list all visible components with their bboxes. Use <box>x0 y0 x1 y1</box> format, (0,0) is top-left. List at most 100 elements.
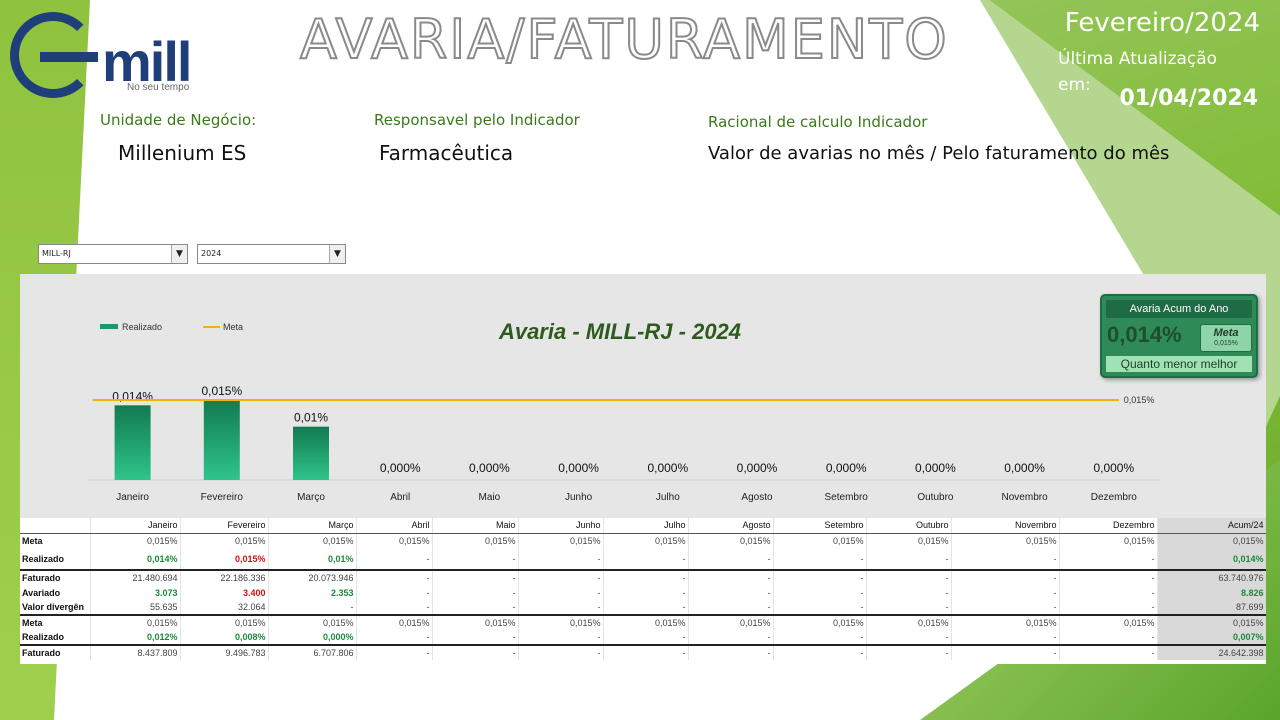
table-cell: 21.480.694 <box>90 569 181 585</box>
table-cell: - <box>603 569 689 585</box>
table-cell: - <box>951 600 1060 615</box>
table-header-cell: Dezembro <box>1059 518 1158 534</box>
table-cell: - <box>688 644 774 660</box>
table-row: Realizado 0,012% 0,008% 0,000% - - - - - - - - -0,00… <box>20 630 1266 645</box>
data-label-agosto: 0,000% <box>737 461 778 475</box>
table-cell: - <box>688 585 774 600</box>
data-table-container: Janeiro Fevereiro Março Abril Maio Junho Julho… <box>20 518 1266 664</box>
table-cell: - <box>773 569 867 585</box>
table-cell: 0,015% <box>688 533 774 548</box>
table-cell: 32.064 <box>180 600 269 615</box>
row-label: Realizado <box>20 630 91 645</box>
table-cell: - <box>951 644 1060 660</box>
table-cell: - <box>688 548 774 570</box>
table-cell: - <box>518 600 604 615</box>
x-tick-novembro: Novembro <box>1002 492 1049 503</box>
table-cell: - <box>603 585 689 600</box>
table-cell: 3.073 <box>90 585 181 600</box>
table-cell: - <box>866 600 952 615</box>
data-label-março: 0,01% <box>294 411 328 425</box>
page-title: AVARIA/FATURAMENTO <box>299 7 949 72</box>
row-label: Avariado <box>20 585 91 600</box>
x-tick-agosto: Agosto <box>741 492 773 503</box>
table-header-corner <box>20 518 91 534</box>
table-cell: 0,015% <box>1059 614 1158 630</box>
table-cell: - <box>356 644 433 660</box>
table-cell: 0,015% <box>603 614 689 630</box>
last-update-date: 01/04/2024 <box>1119 86 1258 111</box>
table-cell: - <box>432 569 519 585</box>
chevron-down-icon[interactable]: ▼ <box>329 245 345 263</box>
table-cell: 0,015% <box>1157 614 1266 630</box>
data-label-setembro: 0,000% <box>826 461 867 475</box>
table-cell: - <box>518 548 604 570</box>
table-cell: 8.826 <box>1157 585 1266 600</box>
kpi-meta-value: 0,015% <box>1214 340 1238 347</box>
branch-select[interactable]: MILL-RJ ▼ <box>38 244 188 264</box>
table-header-cell: Março <box>268 518 357 534</box>
table-row: Valor divergên 55.635 32.064- - - - - - - - - -87.6… <box>20 600 1266 615</box>
company-logo: mill No seu tempo <box>10 12 200 100</box>
chevron-down-icon[interactable]: ▼ <box>171 245 187 263</box>
x-tick-maio: Maio <box>479 492 501 503</box>
table-cell: 0,015% <box>1157 533 1266 548</box>
responsible-value: Farmacêutica <box>379 141 514 165</box>
table-cell: - <box>773 630 867 645</box>
table-cell: - <box>432 644 519 660</box>
table-row: Realizado 0,014% 0,015% 0,01% - - - - - - - - -0,014… <box>20 548 1266 570</box>
x-tick-setembro: Setembro <box>825 492 869 503</box>
table-row: Faturado 21.480.694 22.186.336 20.073.946- -… <box>20 569 1266 585</box>
data-label-janeiro: 0,014% <box>112 389 153 403</box>
kpi-value: 0,014% <box>1107 322 1182 347</box>
data-label-abril: 0,000% <box>380 461 421 475</box>
table-cell: 6.707.806 <box>268 644 357 660</box>
year-select[interactable]: 2024 ▼ <box>197 244 346 264</box>
table-cell: - <box>773 548 867 570</box>
table-cell: 0,015% <box>603 533 689 548</box>
business-unit-label: Unidade de Negócio: <box>100 111 257 129</box>
table-cell: - <box>432 548 519 570</box>
table-header-cell: Setembro <box>773 518 867 534</box>
kpi-card: Avaria Acum do Ano 0,014% Meta 0,015% Qu… <box>1100 294 1258 378</box>
table-cell: 0,000% <box>268 630 357 645</box>
table-cell: - <box>1059 644 1158 660</box>
x-tick-dezembro: Dezembro <box>1091 492 1138 503</box>
table-header-cell: Maio <box>432 518 519 534</box>
data-label-junho: 0,000% <box>558 461 599 475</box>
x-tick-junho: Junho <box>565 492 593 503</box>
logo-tagline: No seu tempo <box>127 82 190 93</box>
table-cell: - <box>432 600 519 615</box>
table-cell: - <box>1059 600 1158 615</box>
table-cell: 63.740.976 <box>1157 569 1266 585</box>
table-row: Faturado 8.437.809 9.496.783 6.707.806- - - - -… <box>20 644 1266 660</box>
kpi-title: Avaria Acum do Ano <box>1106 300 1252 318</box>
table-cell: - <box>866 644 952 660</box>
table-cell: 0,015% <box>268 533 357 548</box>
table-cell: 0,008% <box>180 630 269 645</box>
table-header-cell: Abril <box>356 518 433 534</box>
table-cell: 0,015% <box>356 614 433 630</box>
kpi-meta-box: Meta 0,015% <box>1200 324 1252 352</box>
kpi-meta-label: Meta <box>1213 327 1239 339</box>
table-cell: - <box>773 644 867 660</box>
table-cell: - <box>866 630 952 645</box>
x-tick-fevereiro: Fevereiro <box>201 492 244 503</box>
table-cell: 0,015% <box>951 614 1060 630</box>
table-cell: 0,015% <box>518 614 604 630</box>
logo-g-mark <box>10 12 96 98</box>
table-row: Meta 0,015% 0,015% 0,015% 0,015% 0,015% 0,015%… <box>20 614 1266 630</box>
table-cell: 0,015% <box>866 614 952 630</box>
table-cell: - <box>356 548 433 570</box>
table-cell: 0,015% <box>90 614 181 630</box>
table-cell: - <box>356 630 433 645</box>
table-cell: 8.437.809 <box>90 644 181 660</box>
table-cell: - <box>1059 585 1158 600</box>
table-cell: 0,015% <box>518 533 604 548</box>
row-label: Valor divergên <box>20 600 91 615</box>
table-cell: - <box>603 600 689 615</box>
table-cell: - <box>773 585 867 600</box>
data-label-novembro: 0,000% <box>1004 461 1045 475</box>
table-cell: 0,012% <box>90 630 181 645</box>
legend-realizado-label: Realizado <box>122 322 162 332</box>
bar-março <box>293 426 329 480</box>
